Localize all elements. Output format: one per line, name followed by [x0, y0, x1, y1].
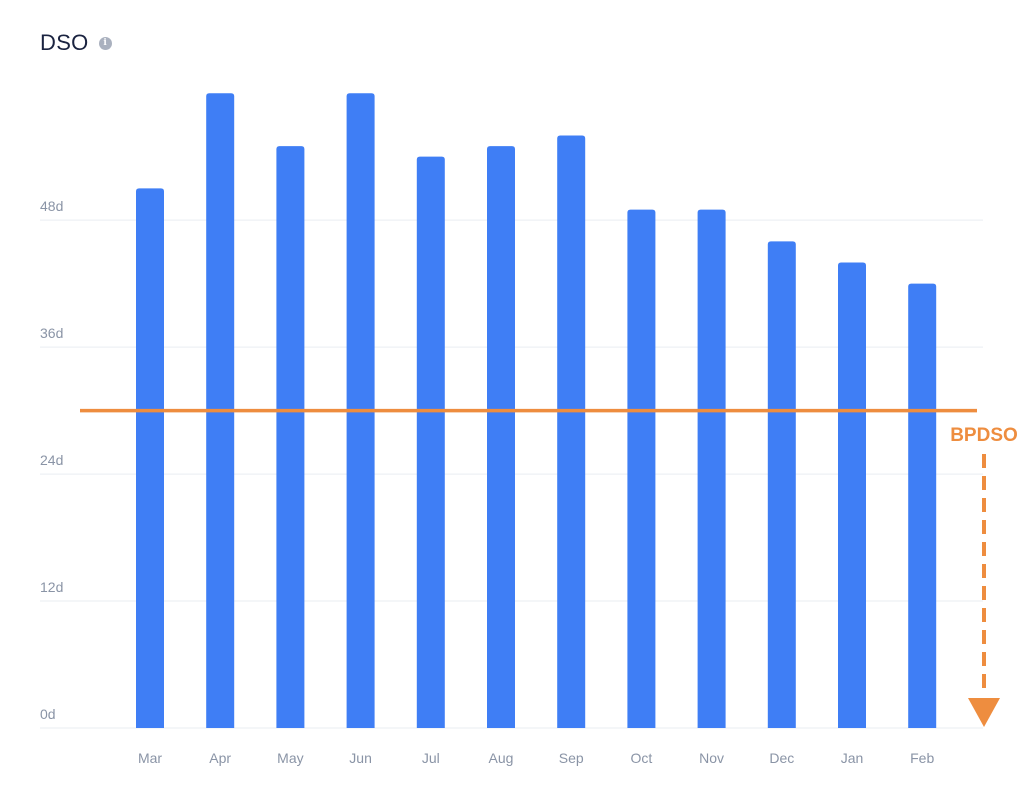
- x-tick-label: Oct: [631, 750, 653, 766]
- x-tick-label: May: [277, 750, 303, 766]
- arrow-down-icon: [968, 698, 1000, 727]
- x-tick-label: Nov: [699, 750, 724, 766]
- y-tick-label: 48d: [40, 198, 63, 214]
- y-tick-label: 12d: [40, 579, 63, 595]
- x-tick-label: Sep: [559, 750, 584, 766]
- x-tick-label: Dec: [769, 750, 794, 766]
- chart-header: DSO i: [40, 30, 112, 56]
- x-tick-label: Jun: [349, 750, 372, 766]
- chart-title: DSO: [40, 30, 89, 55]
- bar-may[interactable]: [276, 146, 305, 729]
- bar-jul[interactable]: [416, 156, 445, 728]
- x-tick-label: Jul: [422, 750, 440, 766]
- info-icon[interactable]: i: [98, 36, 112, 50]
- y-tick-label: 36d: [40, 325, 63, 341]
- bar-dec[interactable]: [767, 241, 796, 728]
- y-tick-label: 24d: [40, 452, 63, 468]
- x-tick-label: Aug: [489, 750, 514, 766]
- bar-nov[interactable]: [697, 209, 726, 728]
- y-tick-label: 0d: [40, 706, 56, 722]
- bar-oct[interactable]: [627, 209, 656, 728]
- x-tick-label: Feb: [910, 750, 934, 766]
- reference-label: BPDSO: [950, 425, 1018, 446]
- bar-feb[interactable]: [908, 283, 937, 728]
- x-tick-label: Mar: [138, 750, 162, 766]
- bar-mar[interactable]: [136, 188, 164, 729]
- x-tick-label: Apr: [209, 750, 231, 766]
- bar-aug[interactable]: [487, 146, 515, 729]
- bar-jan[interactable]: [838, 262, 866, 728]
- bar-sep[interactable]: [557, 135, 586, 728]
- x-tick-label: Jan: [841, 750, 864, 766]
